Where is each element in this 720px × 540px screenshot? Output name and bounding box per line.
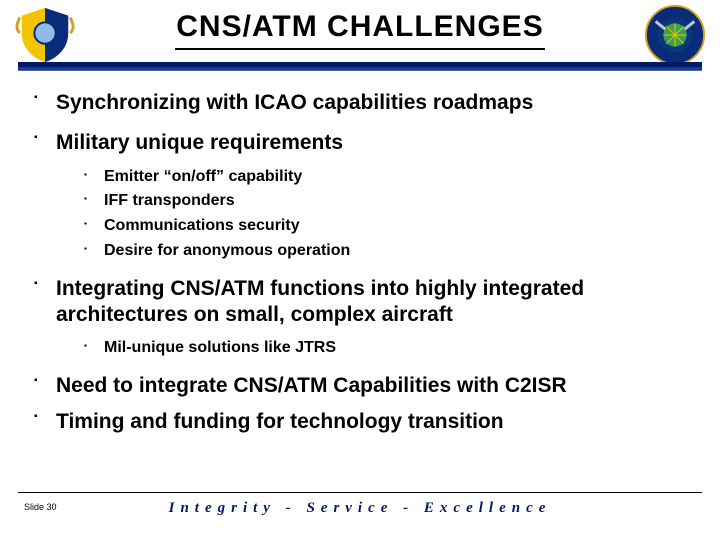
slide-header: CNS/ATM CHALLENGES [0,0,720,78]
bullet-list: Synchronizing with ICAO capabilities roa… [34,90,686,435]
sub-bullet-item: Emitter “on/off” capability [84,167,686,188]
bullet-item: Timing and funding for technology transi… [34,409,686,435]
sub-bullet-text: IFF transponders [104,192,235,209]
sub-bullet-item: Mil-unique solutions like JTRS [84,338,686,359]
bullet-item: Military unique requirements Emitter “on… [34,130,686,261]
footer-rule [18,492,702,493]
bullet-text: Military unique requirements [56,131,343,154]
sub-bullet-text: Desire for anonymous operation [104,242,350,259]
sub-bullet-item: Communications security [84,216,686,237]
bullet-text: Timing and funding for technology transi… [56,410,504,433]
sub-bullet-list: Mil-unique solutions like JTRS [56,338,686,359]
bullet-item: Integrating CNS/ATM functions into highl… [34,276,686,359]
title-underline [175,48,545,50]
bullet-text: Integrating CNS/ATM functions into highl… [56,277,584,326]
bullet-item: Synchronizing with ICAO capabilities roa… [34,90,686,116]
sub-bullet-text: Emitter “on/off” capability [104,168,302,185]
sub-bullet-item: IFF transponders [84,191,686,212]
bullet-text: Need to integrate CNS/ATM Capabilities w… [56,374,567,397]
sub-bullet-list: Emitter “on/off” capability IFF transpon… [56,167,686,262]
slide-title: CNS/ATM CHALLENGES [0,10,720,44]
bullet-text: Synchronizing with ICAO capabilities roa… [56,91,533,114]
slide-footer: Slide 30 Integrity - Service - Excellenc… [0,492,720,522]
motto: Integrity - Service - Excellence [0,500,720,517]
slide: CNS/ATM CHALLENGES Synchronizing with IC… [0,0,720,540]
sub-bullet-text: Mil-unique solutions like JTRS [104,339,336,356]
slide-body: Synchronizing with ICAO capabilities roa… [34,90,686,449]
sub-bullet-text: Communications security [104,217,300,234]
bullet-item: Need to integrate CNS/ATM Capabilities w… [34,373,686,399]
sub-bullet-item: Desire for anonymous operation [84,241,686,262]
header-rule-thin [18,70,702,71]
